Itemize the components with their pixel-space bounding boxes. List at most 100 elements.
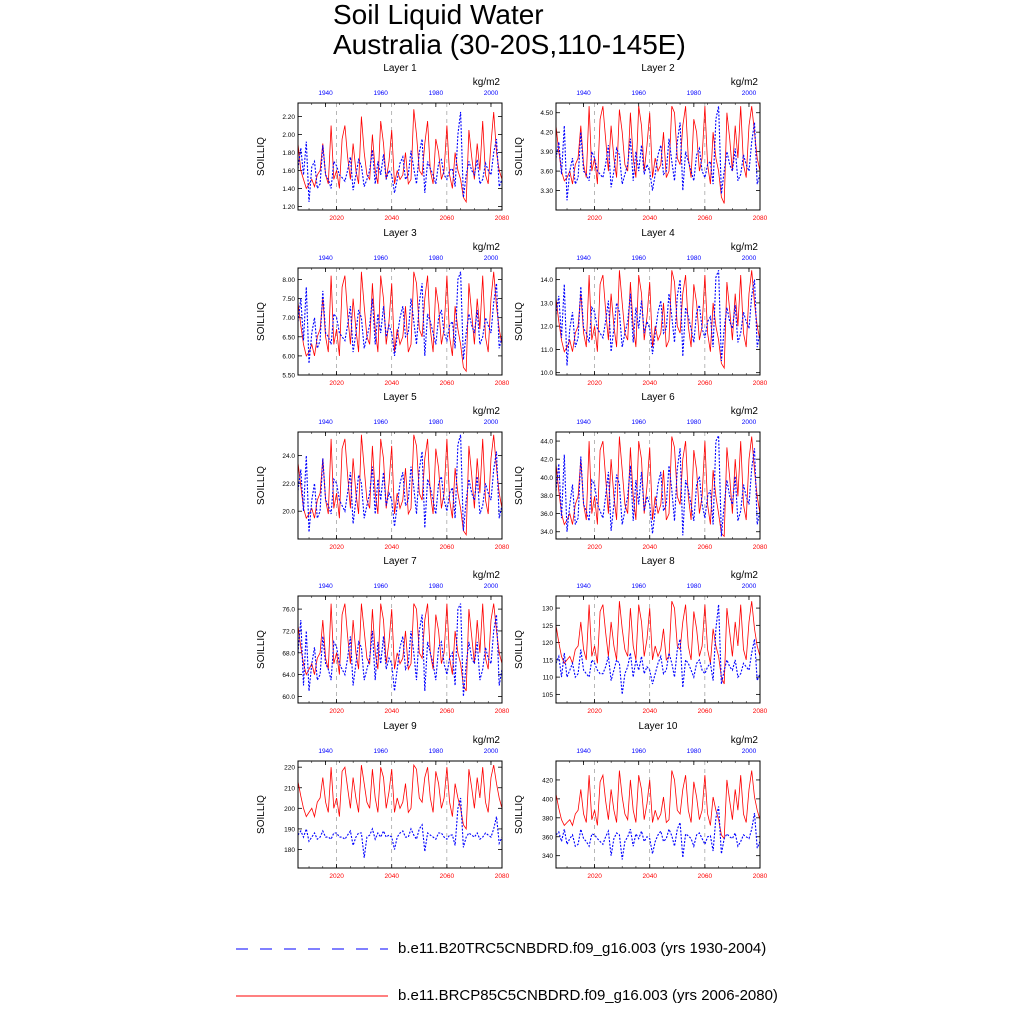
x-bottom-tick-label: 2060 — [440, 544, 455, 551]
x-bottom-tick-label: 2040 — [642, 380, 657, 387]
x-top-tick-label: 1980 — [687, 748, 702, 755]
x-bottom-tick-label: 2080 — [495, 873, 510, 880]
y-tick-label: 6.00 — [282, 353, 295, 360]
y-tick-label: 105 — [542, 692, 553, 699]
y-tick-label: 68.0 — [282, 650, 295, 657]
panel-title: Layer 9 — [383, 721, 417, 732]
panel-frame — [297, 431, 503, 540]
x-bottom-tick-label: 2080 — [753, 544, 768, 551]
x-top-tick-label: 1980 — [687, 419, 702, 426]
y-tick-label: 5.50 — [282, 373, 295, 380]
chart-panels: Layer 1 kg/m2 SOILLIQ 1.20 1.40 1.60 1.80 2.00 2… — [256, 63, 768, 880]
y-tick-label: 1.80 — [282, 150, 295, 157]
y-axis-label: SOILLIQ — [256, 795, 267, 834]
y-tick-label: 380 — [542, 815, 553, 822]
historical-series-line — [555, 604, 761, 695]
panel-frame — [555, 267, 761, 376]
future-series-line — [297, 434, 503, 537]
panel-title: Layer 4 — [641, 228, 675, 239]
y-tick-label: 4.20 — [540, 130, 553, 137]
x-bottom-tick-label: 2020 — [329, 215, 344, 222]
x-bottom-tick-label: 2060 — [698, 708, 713, 715]
x-bottom-tick-label: 2080 — [495, 708, 510, 715]
y-tick-label: 76.0 — [282, 607, 295, 614]
y-tick-label: 360 — [542, 834, 553, 841]
x-bottom-tick-label: 2020 — [587, 380, 602, 387]
page-title-line-1: Soil Liquid Water — [333, 0, 544, 30]
x-top-tick-label: 2000 — [484, 419, 499, 426]
future-series-line — [555, 270, 761, 370]
future-series-line — [297, 603, 503, 692]
x-bottom-tick-label: 2020 — [587, 215, 602, 222]
x-top-tick-label: 1960 — [373, 583, 388, 590]
y-tick-label: 7.50 — [282, 296, 295, 303]
y-tick-label: 1.60 — [282, 168, 295, 175]
y-tick-label: 200 — [284, 806, 295, 813]
x-top-tick-label: 1980 — [687, 90, 702, 97]
units-label: kg/m2 — [473, 242, 501, 253]
x-top-tick-label: 1960 — [631, 419, 646, 426]
historical-series-line — [297, 603, 503, 697]
y-tick-label: 4.50 — [540, 110, 553, 117]
panel-title: Layer 7 — [383, 556, 417, 567]
x-bottom-tick-label: 2020 — [329, 544, 344, 551]
x-top-tick-label: 2000 — [484, 583, 499, 590]
y-tick-label: 1.40 — [282, 186, 295, 193]
x-top-tick-label: 1980 — [687, 255, 702, 262]
x-top-tick-label: 1960 — [631, 748, 646, 755]
x-top-tick-label: 1940 — [576, 583, 591, 590]
x-top-tick-label: 1960 — [631, 583, 646, 590]
panel-layer-8: Layer 8 kg/m2 SOILLIQ 105 110 115 120 125 130 202… — [514, 556, 768, 715]
future-series-line — [555, 436, 761, 538]
units-label: kg/m2 — [731, 735, 759, 746]
y-tick-label: 3.30 — [540, 188, 553, 195]
y-tick-label: 34.0 — [540, 529, 553, 536]
y-tick-label: 42.0 — [540, 457, 553, 464]
x-top-tick-label: 2000 — [484, 255, 499, 262]
y-tick-label: 180 — [284, 847, 295, 854]
legend-future-label: b.e11.BRCP85C5CNBDRD.f09_g16.003 (yrs 20… — [398, 987, 778, 1004]
y-axis-label: SOILLIQ — [256, 137, 267, 176]
x-bottom-tick-label: 2080 — [753, 380, 768, 387]
panel-frame — [297, 267, 503, 376]
panel-frame — [555, 760, 761, 869]
y-tick-label: 22.0 — [282, 481, 295, 488]
historical-series-line — [297, 111, 503, 202]
y-tick-label: 40.0 — [540, 475, 553, 482]
panel-layer-5: Layer 5 kg/m2 SOILLIQ 20.0 22.0 24.0 2020 2040 2… — [256, 392, 510, 551]
y-tick-label: 420 — [542, 777, 553, 784]
panel-title: Layer 6 — [641, 392, 675, 403]
y-tick-label: 6.50 — [282, 334, 295, 341]
page-title-line-2: Australia (30-20S,110-145E) — [333, 29, 686, 60]
x-top-tick-label: 1940 — [576, 419, 591, 426]
x-bottom-tick-label: 2060 — [698, 380, 713, 387]
panel-layer-7: Layer 7 kg/m2 SOILLIQ 60.0 64.0 68.0 72.0 76.0 2… — [256, 556, 510, 715]
y-tick-label: 14.0 — [540, 277, 553, 284]
historical-series-line — [555, 106, 761, 201]
y-tick-label: 115 — [543, 657, 554, 664]
y-tick-label: 10.0 — [540, 370, 553, 377]
x-bottom-tick-label: 2060 — [698, 215, 713, 222]
panel-layer-4: Layer 4 kg/m2 SOILLIQ 10.0 11.0 12.0 13.0 14.0 2… — [514, 228, 768, 387]
x-bottom-tick-label: 2020 — [329, 708, 344, 715]
x-top-tick-label: 1980 — [429, 583, 444, 590]
y-tick-label: 1.20 — [282, 204, 295, 211]
x-top-tick-label: 2000 — [742, 90, 757, 97]
y-axis-label: SOILLIQ — [256, 466, 267, 505]
x-top-tick-label: 1960 — [373, 255, 388, 262]
x-top-tick-label: 1960 — [373, 419, 388, 426]
x-bottom-tick-label: 2020 — [329, 380, 344, 387]
panel-layer-6: Layer 6 kg/m2 SOILLIQ 34.0 36.0 38.0 40.0 42.0 4… — [514, 392, 768, 551]
y-axis-label: SOILLIQ — [514, 795, 525, 834]
units-label: kg/m2 — [473, 77, 501, 88]
future-series-line — [297, 763, 503, 831]
y-axis-label: SOILLIQ — [514, 137, 525, 176]
y-tick-label: 120 — [542, 640, 553, 647]
y-tick-label: 210 — [284, 785, 295, 792]
panel-frame — [297, 595, 503, 704]
x-bottom-tick-label: 2040 — [642, 708, 657, 715]
y-axis-label: SOILLIQ — [256, 630, 267, 669]
y-tick-label: 24.0 — [282, 453, 295, 460]
x-bottom-tick-label: 2080 — [753, 215, 768, 222]
panel-title: Layer 2 — [641, 63, 675, 74]
